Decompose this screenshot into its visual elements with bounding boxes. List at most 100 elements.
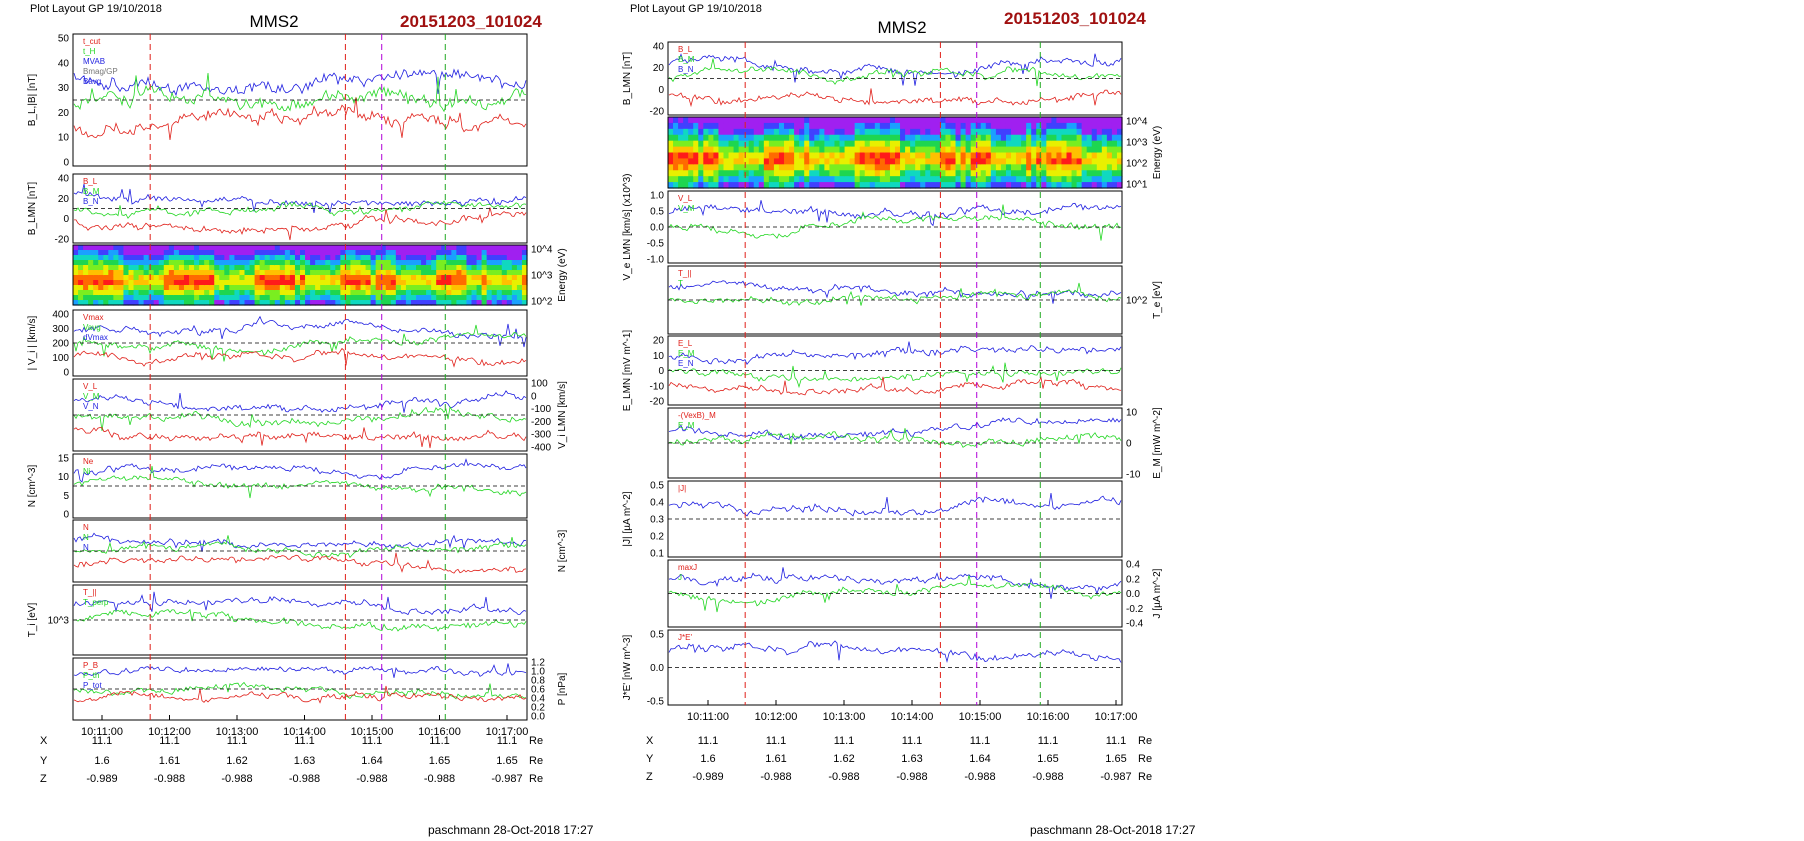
left-legend-9-1: P_B <box>83 661 98 670</box>
right-tick-label-3-2: 0.5 <box>650 207 664 218</box>
left-time-axis: 10:11:00 10:12:00 10:13:00 10:14:00 10:15:00… <box>81 715 528 738</box>
right-ylabel-9: J*E' [nW m^-3] <box>622 635 633 701</box>
left-legend-8-1: T_|| <box>83 588 97 597</box>
left-eph-row-x: X <box>40 735 48 747</box>
right-legend-6-2: E_M <box>678 421 695 430</box>
left-tick-label-9-7: 0.0 <box>531 712 545 723</box>
left-trace-7-3 <box>73 552 527 574</box>
right-ylabel-6: E_M [mW m^-2] <box>1152 407 1163 479</box>
right-trace-6-1 <box>668 417 1122 441</box>
left-tick-label-8-1: 10^3 <box>48 616 70 627</box>
left-tick-label-5-3: -100 <box>531 404 551 415</box>
right-time-label-2: 10:12:00 <box>755 711 798 723</box>
right-eph-value-z-1: -0.989 <box>692 771 723 783</box>
left-eph-value-y-2: 1.61 <box>159 755 180 767</box>
left-eph-value-z-4: -0.988 <box>289 773 320 785</box>
right-trace-5-2 <box>668 362 1122 389</box>
right-tick-label-3-1: 1.0 <box>650 191 664 202</box>
right-eph-value-y-4: 1.63 <box>901 753 922 765</box>
right-tick-label-5-5: -20 <box>650 397 665 408</box>
right-panel-3: 1.0 0.5 0.0 -0.5 -1.0 V_e LMN [km/s] (x10^3) V… <box>622 174 1123 280</box>
left-panel-9: 1.21.00.80.60.40.20.0 P [nPa] P_BP_thP_tot <box>72 657 568 723</box>
left-ylabel-4: | V_i | [km/s] <box>27 315 38 370</box>
left-trace-2-2 <box>73 200 527 219</box>
right-panel-frame-2 <box>667 116 1123 189</box>
left-trace-4-3 <box>73 347 527 368</box>
left-time-label-3: 10:13:00 <box>216 726 259 738</box>
right-panel-6: 10 0 -10 E_M [mW m^-2] -(VexB)_ME_M <box>667 407 1163 481</box>
left-panel-7: N [cm^-3]NNN <box>72 519 568 583</box>
right-eph-value-x-1: 11.1 <box>698 735 719 747</box>
left-tick-label-4-4: 100 <box>52 353 69 364</box>
right-tick-label-5-3: 0 <box>658 366 664 377</box>
left-eph-value-y-6: 1.65 <box>429 755 450 767</box>
left-legend-2-1: B_L <box>83 177 98 186</box>
left-legend-1-5: Bavg <box>83 77 101 86</box>
right-spectrogram-2 <box>668 117 1123 189</box>
right-tick-label-9-2: 0.0 <box>650 663 664 674</box>
left-tick-label-1-4: 20 <box>58 108 70 119</box>
right-legend-1-3: B_N <box>678 65 694 74</box>
left-eph-value-y-3: 1.62 <box>226 755 247 767</box>
right-tick-label-6-1: 10 <box>1126 408 1138 419</box>
right-tick-label-6-2: 0 <box>1126 439 1132 450</box>
left-tick-label-1-5: 10 <box>58 133 70 144</box>
right-legend-5-1: E_L <box>678 339 693 348</box>
right-eph-row-y: Y <box>646 753 654 765</box>
right-eph-value-x-6: 11.1 <box>1038 735 1059 747</box>
left-eph-value-x-6: 11.1 <box>429 735 450 747</box>
left-tick-label-4-2: 300 <box>52 324 69 335</box>
left-tick-label-4-5: 0 <box>63 368 69 379</box>
left-legend-5-2: V_M <box>83 392 100 401</box>
right-ylabel-8: J [µA m^-2] <box>1152 568 1163 618</box>
right-tick-label-5-1: 20 <box>653 336 665 347</box>
left-eph-value-z-1: -0.989 <box>86 773 117 785</box>
right-tick-label-4-1: 10^2 <box>1126 296 1148 307</box>
right-time-label-4: 10:14:00 <box>891 711 934 723</box>
right-eph-value-x-3: 11.1 <box>834 735 855 747</box>
right-trace-1-3 <box>668 88 1122 108</box>
left-eph-value-y-5: 1.64 <box>361 755 382 767</box>
right-tick-label-1-4: -20 <box>650 107 665 118</box>
right-tick-label-5-4: -10 <box>650 381 665 392</box>
left-tick-label-2-1: 40 <box>58 174 70 185</box>
right-panel-4: 10^2 T_e [eV] T_||T <box>667 265 1163 335</box>
left-tick-label-6-1: 15 <box>58 454 70 465</box>
right-time-axis: 10:11:00 10:12:00 10:13:00 10:14:00 10:15:00… <box>687 700 1137 723</box>
left-tick-label-5-4: -200 <box>531 417 551 428</box>
left-tick-label-1-6: 0 <box>63 158 69 169</box>
left-tick-label-1-1: 50 <box>58 34 70 45</box>
right-eph-value-z-2: -0.988 <box>760 771 791 783</box>
left-legend-9-2: P_th <box>83 671 99 680</box>
right-ylabel-1: B_LMN [nT] <box>622 52 633 106</box>
right-tick-label-7-2: 0.4 <box>650 498 664 509</box>
right-legend-5-3: E_N <box>678 359 694 368</box>
left-ylabel-1: B_L,|B| [nT] <box>27 74 38 127</box>
left-tick-label-2-3: 0 <box>63 214 69 225</box>
left-eph-unit-y: Re <box>529 755 543 767</box>
right-trace-1-1 <box>668 53 1122 86</box>
left-time-label-2: 10:12:00 <box>148 726 191 738</box>
left-panel-frame-5 <box>72 378 528 452</box>
right-legend-4-2: T <box>678 279 683 288</box>
right-tick-label-7-5: 0.1 <box>650 549 664 560</box>
right-tick-label-3-3: 0.0 <box>650 223 664 234</box>
right-trace-4-2 <box>668 282 1122 306</box>
right-trace-1-2 <box>668 58 1122 87</box>
left-tick-label-9-4: 0.6 <box>531 685 545 696</box>
right-event-title: 20151203_101024 <box>1004 9 1146 28</box>
right-trace-3-2 <box>668 204 1122 241</box>
right-ylabel-5: E_LMN [mV m^-1] <box>622 330 633 412</box>
left-legend-1-4: Bmag/GP <box>83 67 118 76</box>
left-panel-frame-1 <box>72 33 528 167</box>
left-tick-label-9-1: 1.2 <box>531 658 545 669</box>
left-panel-frame-2 <box>72 173 528 244</box>
right-eph-value-y-5: 1.64 <box>969 753 990 765</box>
left-trace-5-1 <box>73 390 527 413</box>
left-time-label-5: 10:15:00 <box>351 726 394 738</box>
left-trace-4-2 <box>73 324 527 362</box>
right-panel-5: 20 10 0 -10 -20 E_LMN [mV m^-1] E_LE_ME_N <box>622 330 1123 412</box>
left-tick-label-1-2: 40 <box>58 58 70 69</box>
left-legend-5-3: V_N <box>83 402 99 411</box>
